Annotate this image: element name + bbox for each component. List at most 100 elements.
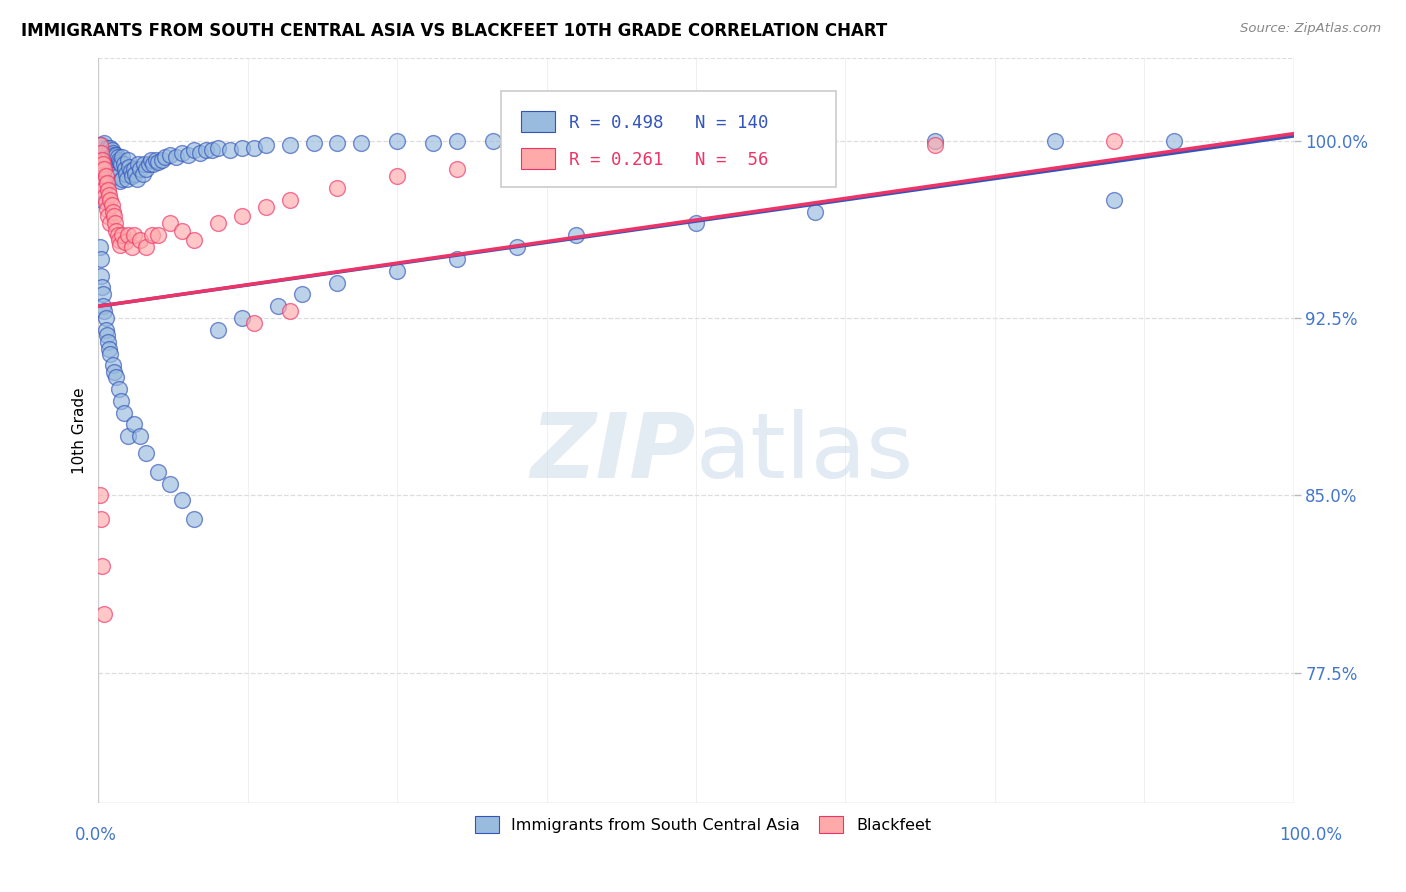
Point: [90, 268, 112, 283]
Point: [291, 287, 314, 301]
Point: [112, 406, 135, 420]
Point: [115, 167, 138, 181]
Text: R = 0.261   N =  56: R = 0.261 N = 56: [569, 152, 769, 169]
Point: [91, 138, 114, 153]
Bar: [522, 148, 555, 169]
Point: [142, 157, 165, 171]
Point: [107, 228, 129, 243]
Point: [89, 488, 111, 502]
Point: [195, 143, 218, 157]
Point: [91, 183, 114, 197]
Point: [124, 162, 146, 177]
Point: [111, 228, 134, 243]
Point: [148, 228, 170, 243]
Point: [114, 235, 136, 250]
Point: [96, 176, 118, 190]
Point: [107, 169, 129, 184]
Point: [91, 162, 114, 177]
Point: [565, 153, 588, 167]
Point: [101, 204, 124, 219]
Point: [98, 148, 121, 162]
Point: [117, 429, 139, 443]
Point: [159, 217, 181, 231]
Point: [172, 224, 194, 238]
Point: [183, 512, 205, 526]
Point: [91, 299, 114, 313]
Point: [100, 164, 122, 178]
Text: 0.0%: 0.0%: [75, 826, 117, 844]
Point: [804, 134, 827, 148]
Point: [96, 174, 118, 188]
Point: [91, 148, 114, 162]
Text: IMMIGRANTS FROM SOUTH CENTRAL ASIA VS BLACKFEET 10TH GRADE CORRELATION CHART: IMMIGRANTS FROM SOUTH CENTRAL ASIA VS BL…: [21, 22, 887, 40]
Point: [231, 141, 253, 155]
FancyBboxPatch shape: [501, 92, 835, 186]
Point: [243, 141, 266, 155]
Point: [108, 237, 131, 252]
Point: [506, 240, 529, 254]
Point: [129, 233, 152, 247]
Point: [89, 145, 111, 160]
Point: [446, 252, 468, 266]
Point: [98, 188, 121, 202]
Point: [96, 327, 118, 342]
Point: [96, 157, 118, 171]
Point: [385, 134, 409, 148]
Point: [148, 155, 170, 169]
Point: [172, 145, 194, 160]
Text: ZIP: ZIP: [530, 409, 696, 497]
Point: [107, 233, 129, 247]
Point: [117, 153, 139, 167]
Point: [90, 145, 112, 160]
Point: [90, 181, 112, 195]
Point: [278, 138, 301, 153]
Point: [107, 153, 129, 167]
Point: [124, 417, 146, 432]
Point: [94, 323, 117, 337]
Point: [91, 287, 114, 301]
Point: [446, 162, 468, 177]
Point: [105, 148, 128, 162]
Point: [94, 169, 117, 184]
Point: [103, 366, 125, 380]
Point: [103, 210, 125, 224]
Point: [278, 304, 301, 318]
Point: [139, 153, 162, 167]
Point: [138, 157, 160, 171]
Point: [121, 240, 143, 254]
Point: [93, 162, 115, 177]
Point: [90, 512, 112, 526]
Point: [231, 311, 253, 326]
Point: [183, 143, 205, 157]
Point: [91, 280, 114, 294]
Point: [804, 204, 827, 219]
Point: [172, 493, 194, 508]
Point: [93, 304, 115, 318]
Point: [105, 167, 128, 181]
Point: [565, 228, 588, 243]
Point: [90, 252, 112, 266]
Point: [98, 342, 121, 356]
Point: [97, 145, 120, 160]
Point: [94, 311, 117, 326]
Point: [350, 136, 373, 150]
Point: [90, 145, 112, 160]
Point: [207, 217, 229, 231]
Point: [132, 157, 155, 171]
Point: [481, 134, 505, 148]
Point: [120, 164, 142, 178]
Point: [243, 316, 266, 330]
Point: [254, 200, 277, 214]
Point: [114, 162, 136, 177]
Point: [207, 141, 229, 155]
Point: [97, 210, 120, 224]
Point: [1043, 134, 1066, 148]
Point: [219, 143, 242, 157]
Point: [446, 134, 468, 148]
Point: [924, 138, 946, 153]
Point: [110, 157, 132, 171]
Point: [183, 233, 205, 247]
Point: [422, 136, 444, 150]
Point: [89, 138, 111, 153]
Point: [101, 145, 124, 160]
